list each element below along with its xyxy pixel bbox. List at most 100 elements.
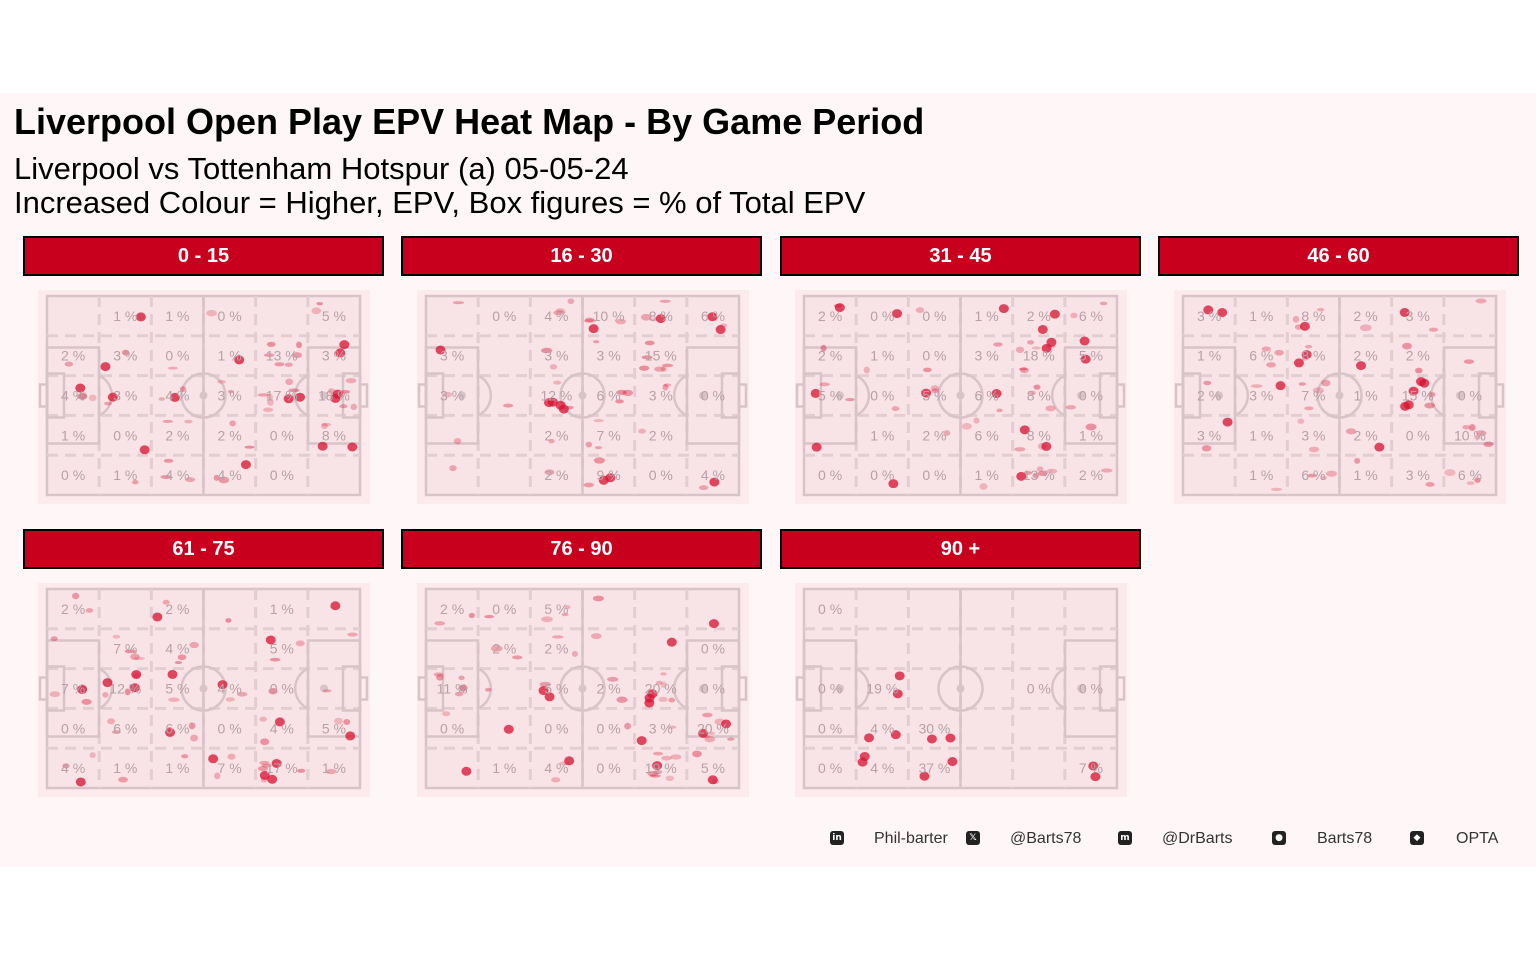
heat-mark xyxy=(321,422,332,427)
heat-mark xyxy=(539,681,551,687)
zone-label: 0 % xyxy=(870,467,894,483)
zone-label: 6 % xyxy=(1458,467,1482,483)
heat-mark xyxy=(721,719,732,729)
zone-label: 3 % xyxy=(649,388,673,404)
heat-mark xyxy=(77,684,88,694)
heat-mark xyxy=(1475,430,1487,437)
pitch-panel-7: 0 % 0 % 19 % 0 % 0 % 0 % 4 % 30 % 0 % 4 % 37 % 7 % xyxy=(795,583,1127,797)
heat-mark xyxy=(458,675,465,681)
centre-circle xyxy=(180,372,227,419)
heat-mark xyxy=(660,681,667,688)
zone-label: 1 % xyxy=(218,348,242,364)
heat-mark xyxy=(1468,424,1476,431)
zone-label: 3 % xyxy=(218,388,242,404)
centre-circle xyxy=(559,665,606,712)
zone-label: 5 % xyxy=(1079,348,1103,364)
heat-mark xyxy=(100,362,111,372)
heat-mark xyxy=(1079,336,1090,346)
penalty-arc-left xyxy=(477,374,493,417)
facet-strip-4: 46 - 60 xyxy=(1158,236,1519,276)
zone-label: 1 % xyxy=(1354,467,1378,483)
heat-mark xyxy=(961,422,972,430)
heat-mark xyxy=(131,670,142,680)
heat-mark xyxy=(295,392,306,402)
zone-label: 5 % xyxy=(322,308,346,324)
caption-text: Barts78 xyxy=(1317,830,1373,847)
heat-mark xyxy=(1425,482,1435,487)
zone-label: 3 % xyxy=(975,348,999,364)
penalty-spot-left xyxy=(458,391,466,400)
heat-mark xyxy=(584,317,595,323)
zone-label: 0 % xyxy=(649,467,673,483)
facet-label: 31 - 45 xyxy=(929,244,992,267)
goal-right xyxy=(737,383,748,408)
heat-mark xyxy=(107,718,115,725)
zone-label: 6 % xyxy=(1249,348,1273,364)
zone-label: 2 % xyxy=(440,601,464,617)
zone-label: 2 % xyxy=(165,427,189,443)
zone-label: 0 % xyxy=(165,348,189,364)
penalty-spot-right xyxy=(320,684,328,693)
zone-label: 2 % xyxy=(61,601,85,617)
facet-label: 46 - 60 xyxy=(1307,244,1370,267)
heat-mark xyxy=(1203,305,1214,315)
zone-label: 2 % xyxy=(61,348,85,364)
heat-mark xyxy=(1399,307,1410,317)
heat-mark xyxy=(1015,346,1025,353)
heat-mark xyxy=(285,378,294,386)
heat-mark xyxy=(553,310,564,316)
heat-mark xyxy=(549,364,558,370)
heat-mark xyxy=(1298,382,1306,386)
heat-mark xyxy=(1275,381,1286,391)
penalty-spot-right xyxy=(1077,684,1085,693)
heat-mark xyxy=(1304,406,1314,411)
heat-mark xyxy=(132,672,141,678)
heat-mark xyxy=(490,645,503,652)
heat-mark xyxy=(561,612,569,617)
zone-label: 4 % xyxy=(870,760,894,776)
zone-label: 1 % xyxy=(975,467,999,483)
heat-mark xyxy=(1024,471,1033,475)
heat-mark xyxy=(49,691,61,698)
heat-mark xyxy=(213,474,220,481)
penalty-spot-right xyxy=(699,391,707,400)
heat-mark xyxy=(259,716,267,722)
heat-mark xyxy=(104,401,112,406)
heat-mark xyxy=(130,653,140,660)
facet-label: 90 + xyxy=(940,537,981,560)
heat-mark xyxy=(436,673,444,681)
heat-mark xyxy=(218,476,230,484)
zone-label: 7 % xyxy=(113,641,137,657)
heat-mark xyxy=(668,725,677,729)
heat-mark xyxy=(891,406,900,412)
heat-mark xyxy=(453,438,462,445)
heat-mark xyxy=(931,388,940,394)
mastodon-icon: m xyxy=(1116,829,1134,847)
heat-mark xyxy=(163,458,174,463)
heat-mark xyxy=(1070,312,1078,319)
zone-label: 0 % xyxy=(922,308,946,324)
heat-mark xyxy=(189,641,199,649)
heat-mark xyxy=(1037,324,1048,334)
centre-spot xyxy=(199,684,208,693)
heat-mark xyxy=(698,485,709,491)
zone-label: 0 % xyxy=(1079,681,1103,697)
heat-mark xyxy=(288,388,300,393)
heat-mark xyxy=(571,650,579,657)
heat-mark xyxy=(1217,308,1228,318)
heat-mark xyxy=(1359,324,1372,332)
heat-mark xyxy=(1297,418,1305,424)
heat-mark xyxy=(345,378,357,384)
heat-mark xyxy=(122,349,130,356)
heat-mark xyxy=(1037,442,1047,450)
heat-mark xyxy=(662,383,669,391)
heat-mark xyxy=(167,669,178,679)
heat-mark xyxy=(704,736,716,743)
zone-label: 0 % xyxy=(492,308,516,324)
heat-mark xyxy=(615,399,624,404)
zone-label: 4 % xyxy=(544,308,568,324)
heat-mark xyxy=(229,420,236,427)
heat-mark xyxy=(124,688,131,696)
zone-label: 4 % xyxy=(61,760,85,776)
heat-mark xyxy=(227,389,234,394)
